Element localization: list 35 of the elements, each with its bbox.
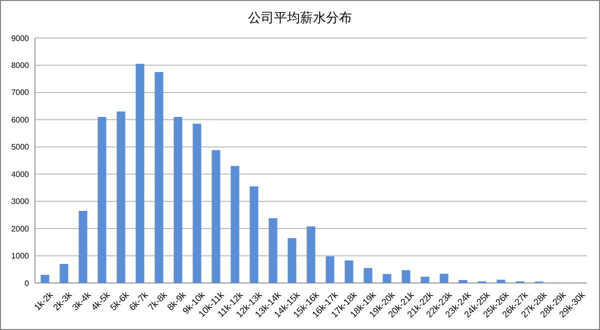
bar — [382, 274, 392, 283]
y-tick-label: 3000 — [11, 197, 30, 206]
bar — [40, 274, 50, 283]
y-tick-label: 6000 — [11, 115, 30, 124]
bar — [78, 210, 88, 283]
y-tick-label: 4000 — [11, 170, 30, 179]
bar — [402, 270, 410, 283]
bar — [268, 218, 278, 283]
bar — [212, 150, 220, 283]
bar — [496, 280, 506, 283]
bar — [60, 264, 68, 283]
y-tick-label: 2000 — [11, 224, 30, 234]
y-tick-label: 1000 — [11, 252, 30, 261]
bar — [364, 268, 372, 283]
bar — [136, 64, 144, 283]
bar — [116, 112, 126, 283]
y-tick-label: 7000 — [11, 88, 30, 98]
bar — [230, 166, 240, 283]
bar — [440, 274, 448, 283]
bar — [420, 276, 430, 283]
bar — [288, 238, 296, 283]
chart-title: 公司平均薪水分布 — [248, 11, 352, 26]
bar — [250, 186, 258, 283]
bar — [306, 226, 316, 283]
y-tick-label: 5000 — [11, 142, 30, 152]
bar — [154, 72, 164, 283]
y-tick-label: 8000 — [11, 61, 30, 70]
bar — [344, 260, 354, 283]
bar — [98, 116, 106, 283]
bar — [326, 256, 334, 283]
y-tick-label: 0 — [24, 278, 30, 288]
bar — [174, 116, 182, 283]
y-tick-label: 9000 — [11, 34, 30, 43]
bar — [458, 280, 468, 283]
bar — [192, 124, 202, 283]
